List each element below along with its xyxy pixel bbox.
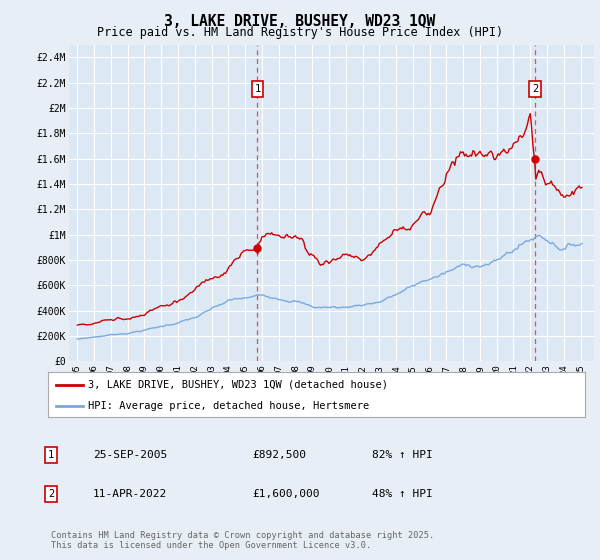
Text: 48% ↑ HPI: 48% ↑ HPI <box>372 489 433 499</box>
Text: 3, LAKE DRIVE, BUSHEY, WD23 1QW (detached house): 3, LAKE DRIVE, BUSHEY, WD23 1QW (detache… <box>88 380 388 390</box>
Text: HPI: Average price, detached house, Hertsmere: HPI: Average price, detached house, Hert… <box>88 400 370 410</box>
Text: £892,500: £892,500 <box>252 450 306 460</box>
Text: Contains HM Land Registry data © Crown copyright and database right 2025.
This d: Contains HM Land Registry data © Crown c… <box>51 531 434 550</box>
Text: 3, LAKE DRIVE, BUSHEY, WD23 1QW: 3, LAKE DRIVE, BUSHEY, WD23 1QW <box>164 14 436 29</box>
Text: 11-APR-2022: 11-APR-2022 <box>93 489 167 499</box>
Text: 1: 1 <box>254 84 260 94</box>
Text: 82% ↑ HPI: 82% ↑ HPI <box>372 450 433 460</box>
Text: 2: 2 <box>48 489 54 499</box>
Text: £1,600,000: £1,600,000 <box>252 489 320 499</box>
Text: 1: 1 <box>48 450 54 460</box>
Text: 2: 2 <box>532 84 538 94</box>
Text: 25-SEP-2005: 25-SEP-2005 <box>93 450 167 460</box>
Text: Price paid vs. HM Land Registry's House Price Index (HPI): Price paid vs. HM Land Registry's House … <box>97 26 503 39</box>
